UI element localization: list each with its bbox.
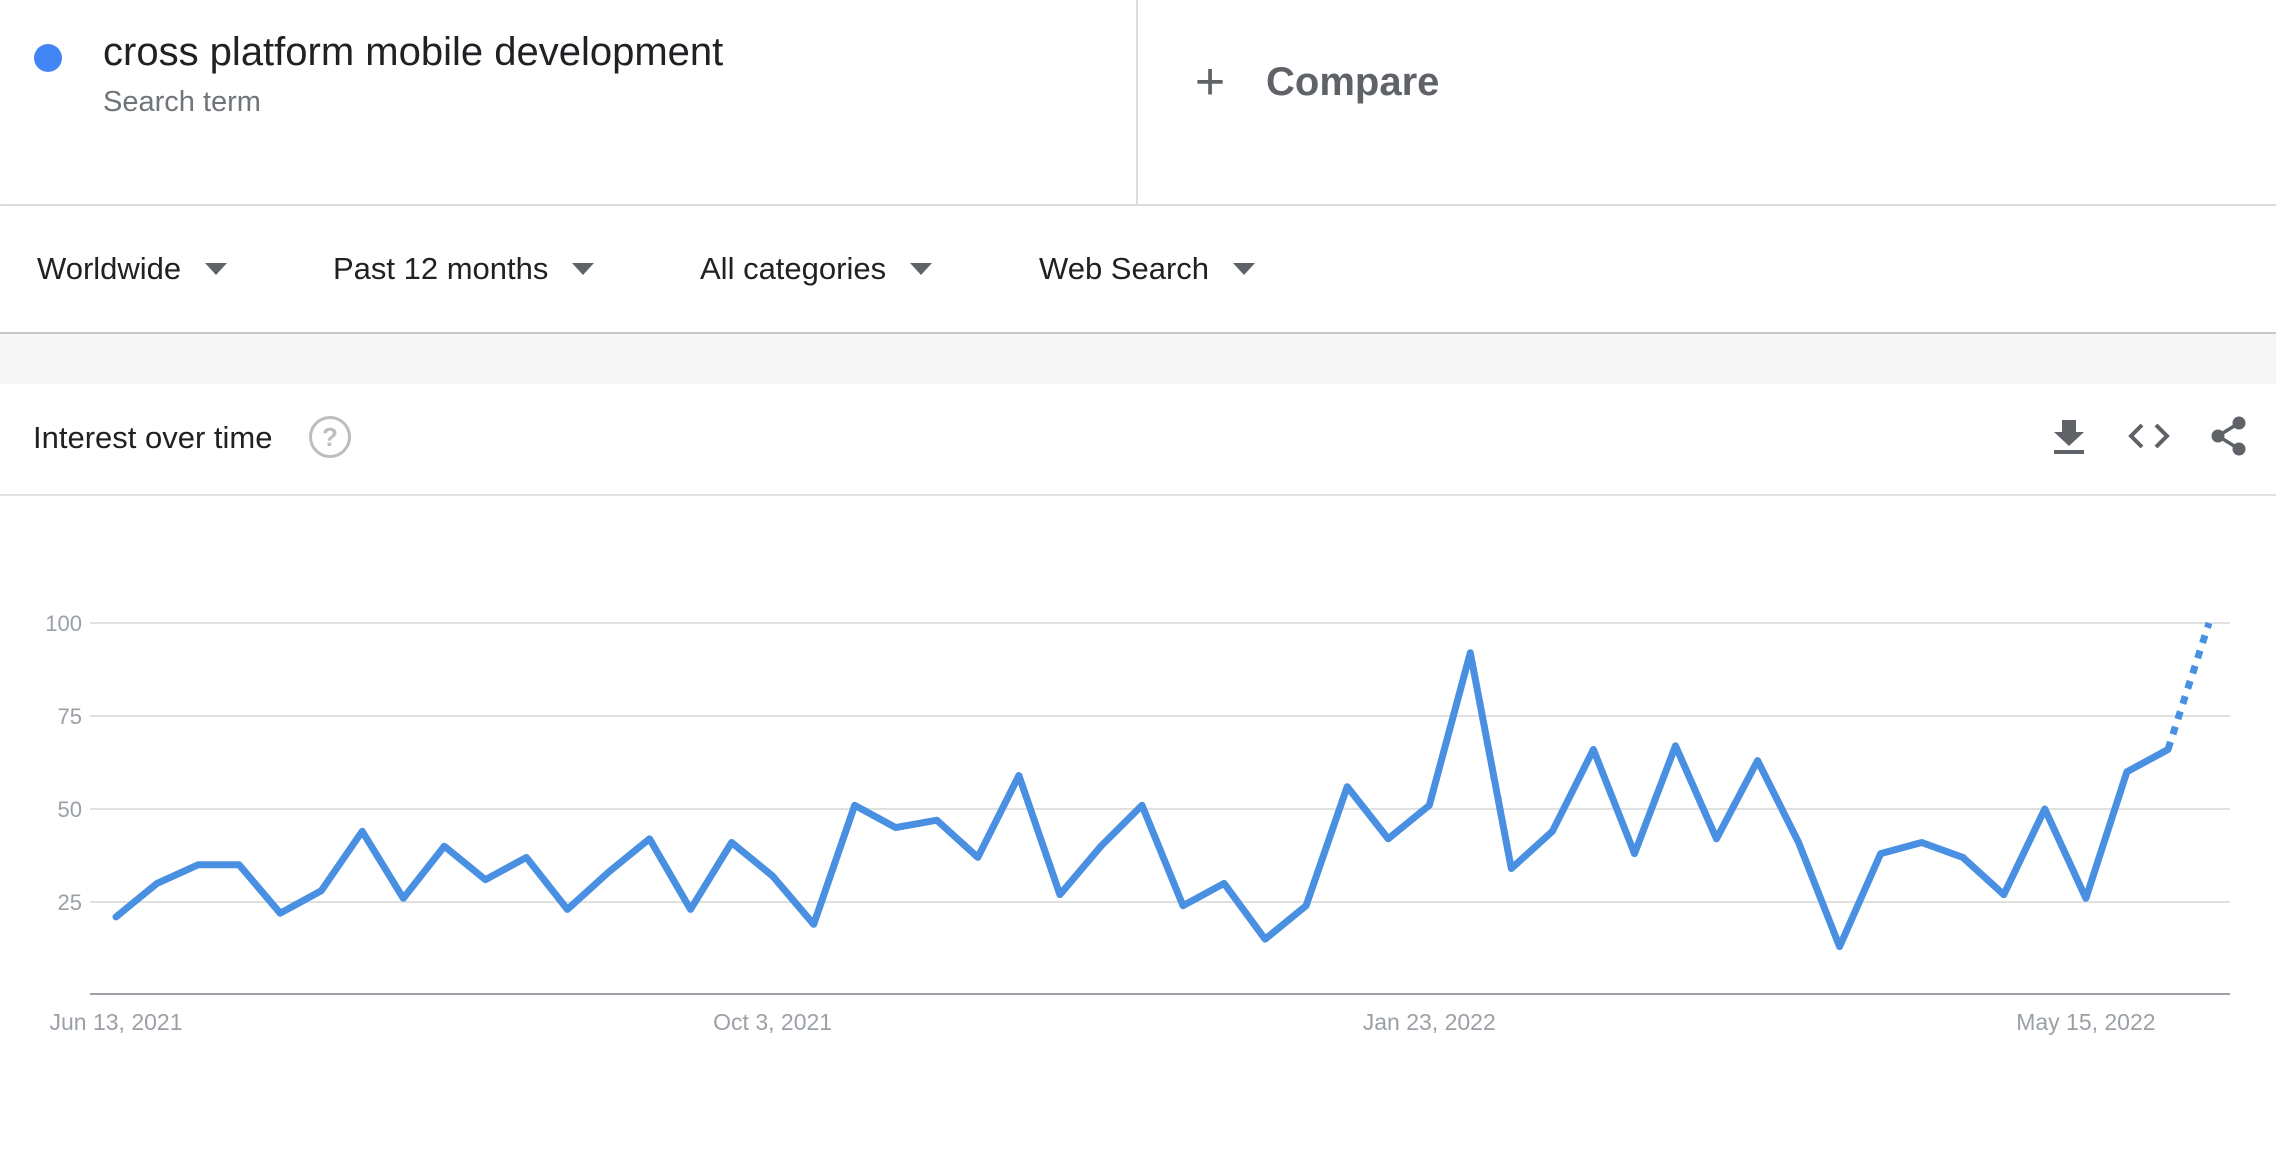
search-term-subtitle: Search term	[103, 86, 261, 118]
interest-over-time-chart: 25 50 75 100 Jun 13, 2021 Oct 3, 2021 Jan 23,…	[45, 611, 2230, 1035]
share-icon[interactable]	[2207, 414, 2251, 458]
dropdown-arrow-icon	[1233, 263, 1256, 275]
region-filter-label: Worldwide	[37, 251, 182, 286]
dropdown-arrow-icon	[205, 263, 228, 275]
category-filter-label: All categories	[700, 251, 887, 286]
x-tick-label: Oct 3, 2021	[713, 1009, 832, 1035]
section-spacer	[0, 334, 2276, 384]
dropdown-arrow-icon	[572, 263, 595, 275]
download-icon[interactable]	[2047, 414, 2091, 458]
y-tick-label: 100	[45, 611, 82, 636]
x-tick-label: Jan 23, 2022	[1363, 1009, 1496, 1035]
x-tick-label: May 15, 2022	[2016, 1009, 2155, 1035]
y-tick-label: 75	[58, 704, 82, 729]
embed-code-icon[interactable]	[2127, 414, 2171, 458]
y-tick-label: 25	[58, 890, 82, 915]
time-range-filter[interactable]: Past 12 months	[333, 244, 595, 294]
filter-bar: Worldwide Past 12 months All categories …	[0, 206, 2276, 334]
compare-button[interactable]: + Compare	[1190, 52, 1440, 112]
x-axis-ticks: Jun 13, 2021 Oct 3, 2021 Jan 23, 2022 May 1…	[49, 1009, 2155, 1035]
search-term-name[interactable]: cross platform mobile development	[103, 30, 724, 74]
help-icon[interactable]: ?	[309, 416, 351, 458]
search-terms-bar: cross platform mobile development Search…	[0, 0, 2276, 206]
series-line[interactable]	[112, 649, 2172, 951]
interest-over-time-header: Interest over time	[0, 384, 2276, 496]
search-type-filter[interactable]: Web Search	[1039, 244, 1256, 294]
search-term-card[interactable]: cross platform mobile development Search…	[0, 0, 1138, 204]
card-title: Interest over time	[33, 420, 273, 455]
chart-gridlines	[90, 622, 2230, 995]
y-tick-label: 50	[58, 797, 82, 822]
category-filter[interactable]: All categories	[700, 244, 933, 294]
x-tick-label: Jun 13, 2021	[49, 1009, 182, 1035]
series-partial-line[interactable]	[2164, 621, 2213, 751]
search-type-filter-label: Web Search	[1039, 251, 1210, 286]
region-filter[interactable]: Worldwide	[37, 244, 228, 294]
compare-label: Compare	[1266, 59, 1440, 104]
series-color-dot	[34, 44, 62, 72]
dropdown-arrow-icon	[910, 263, 933, 275]
y-axis-ticks: 25 50 75 100	[45, 611, 82, 915]
plus-icon: +	[1194, 53, 1226, 111]
time-range-filter-label: Past 12 months	[333, 251, 549, 286]
